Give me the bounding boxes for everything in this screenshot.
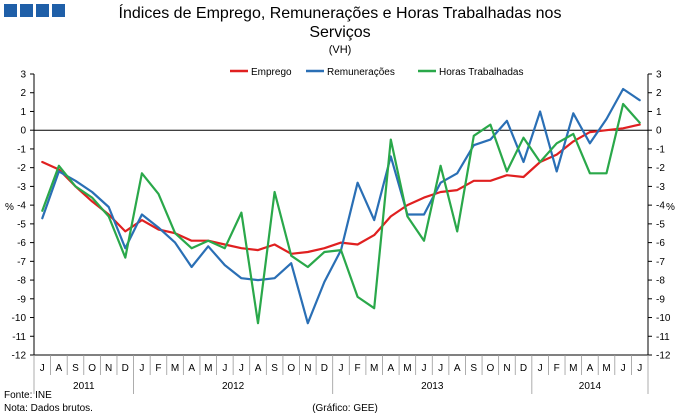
x-tick-label: S — [271, 363, 278, 374]
x-tick-label: J — [621, 363, 626, 374]
logo — [4, 4, 66, 18]
y-tick-label-left: -5 — [17, 219, 26, 230]
year-label-2014: 2014 — [579, 381, 602, 392]
y-tick-label-right: -8 — [656, 276, 665, 287]
x-tick-label: M — [204, 363, 212, 374]
ylabel-left: % — [5, 202, 14, 213]
y-tick-label-left: 0 — [20, 126, 26, 137]
legend-label-0: Emprego — [251, 67, 292, 78]
x-tick-label: A — [56, 363, 63, 374]
y-tick-label-left: -12 — [12, 351, 27, 362]
y-tick-label-right: -7 — [656, 257, 665, 268]
y-tick-label-right: -1 — [656, 144, 665, 155]
y-tick-label-right: -5 — [656, 219, 665, 230]
x-tick-label: M — [370, 363, 378, 374]
x-tick-label: S — [72, 363, 79, 374]
y-tick-label-right: -9 — [656, 294, 665, 305]
year-label-2011: 2011 — [73, 381, 95, 392]
legend-label-1: Remunerações — [327, 67, 395, 78]
x-tick-label: S — [470, 363, 477, 374]
legend: Emprego Remunerações Horas Trabalhadas — [230, 67, 524, 78]
x-tick-label: F — [355, 363, 361, 374]
x-tick-label: A — [587, 363, 594, 374]
footnote-source: Fonte: INE — [4, 390, 52, 401]
y-tick-label-left: -9 — [17, 294, 26, 305]
y-tick-label-right: 0 — [656, 126, 662, 137]
y-tick-label-left: 3 — [20, 70, 26, 81]
logo-block-2 — [20, 4, 33, 17]
y-tick-label-left: -8 — [17, 276, 26, 287]
y-tick-label-right: -11 — [656, 332, 670, 343]
y-tick-label-left: -11 — [12, 332, 26, 343]
chart-title-line1: Índices de Emprego, Remunerações e Horas… — [119, 3, 562, 22]
x-tick-label: J — [139, 363, 144, 374]
y-tick-label-right: 1 — [656, 107, 662, 118]
x-tick-label: M — [569, 363, 577, 374]
chart-title-line2: Serviços — [309, 24, 370, 41]
y-tick-label-right: -6 — [656, 238, 665, 249]
axes: 3 3 2 2 1 1 0 0 -1 -1 -2 -2 -3 -3 -4 -4 -5 -5 -6 -6 -7 -7 -8 -8… — [12, 70, 671, 394]
logo-block-4 — [52, 4, 65, 17]
x-tick-label: J — [239, 363, 244, 374]
logo-block-3 — [36, 4, 49, 17]
y-tick-label-right: -10 — [656, 313, 671, 324]
x-tick-label: F — [554, 363, 560, 374]
series-line-2 — [41, 102, 641, 325]
x-tick-label: J — [339, 363, 344, 374]
x-tick-label: J — [538, 363, 543, 374]
x-tick-label: J — [421, 363, 426, 374]
y-tick-label-left: -7 — [17, 257, 26, 268]
x-tick-label: D — [520, 363, 527, 374]
x-tick-label: M — [171, 363, 179, 374]
x-tick-label: J — [637, 363, 642, 374]
year-label-2013: 2013 — [421, 381, 444, 392]
x-tick-label: M — [403, 363, 411, 374]
footnote-note: Nota: Dados brutos. — [4, 403, 93, 414]
y-tick-label-left: -3 — [17, 182, 26, 193]
ylabel-right: % — [666, 202, 675, 213]
y-tick-label-left: -2 — [17, 163, 26, 174]
x-tick-label: F — [155, 363, 161, 374]
series-line-1 — [41, 87, 641, 325]
y-tick-label-right: -2 — [656, 163, 665, 174]
year-label-2012: 2012 — [222, 381, 245, 392]
legend-label-2: Horas Trabalhadas — [439, 67, 524, 78]
x-tick-label: A — [188, 363, 195, 374]
x-tick-label: D — [122, 363, 129, 374]
x-tick-label: J — [40, 363, 45, 374]
y-tick-label-right: -4 — [656, 201, 665, 212]
y-tick-label-left: -6 — [17, 238, 26, 249]
y-tick-label-left: -4 — [17, 201, 26, 212]
y-tick-label-left: 1 — [20, 107, 26, 118]
chart-subtitle: (VH) — [329, 44, 352, 56]
x-tick-label: O — [88, 363, 96, 374]
series-group — [41, 87, 641, 325]
y-tick-label-left: 2 — [20, 88, 26, 99]
x-tick-label: D — [321, 363, 328, 374]
y-tick-label-right: -3 — [656, 182, 665, 193]
x-tick-label: N — [304, 363, 311, 374]
y-tick-label-right: 3 — [656, 70, 662, 81]
x-tick-label: N — [105, 363, 112, 374]
x-tick-label: A — [387, 363, 394, 374]
x-tick-label: A — [255, 363, 262, 374]
y-tick-label-left: -10 — [12, 313, 27, 324]
x-tick-label: O — [287, 363, 295, 374]
x-tick-label: J — [438, 363, 443, 374]
x-tick-label: O — [486, 363, 494, 374]
x-tick-label: N — [503, 363, 510, 374]
y-tick-label-left: -1 — [17, 144, 26, 155]
x-tick-label: A — [454, 363, 461, 374]
logo-block-1 — [4, 4, 17, 17]
chart-credit: (Gráfico: GEE) — [312, 403, 378, 414]
x-tick-label: J — [222, 363, 227, 374]
x-tick-label: M — [602, 363, 610, 374]
y-tick-label-right: 2 — [656, 88, 662, 99]
y-tick-label-right: -12 — [656, 351, 671, 362]
